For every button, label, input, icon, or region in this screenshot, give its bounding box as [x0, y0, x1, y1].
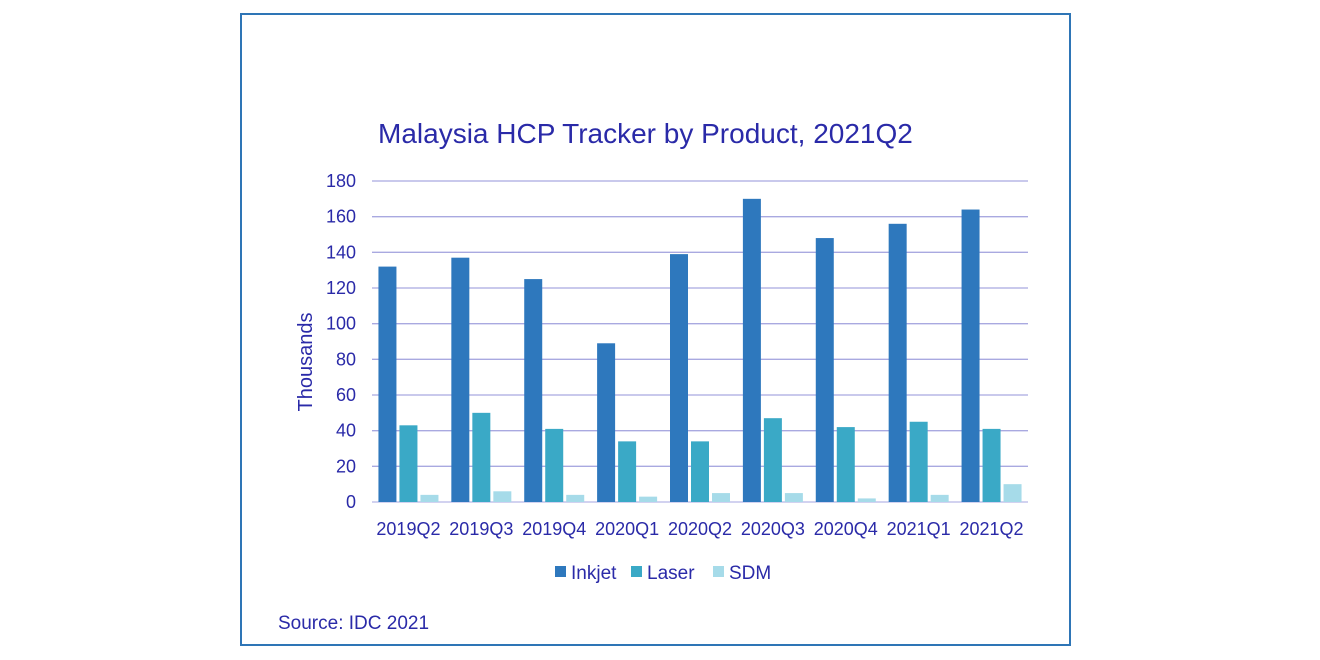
y-tick-label: 140	[326, 242, 356, 262]
x-tick-label: 2019Q4	[522, 519, 586, 539]
bar-laser-2020q3	[763, 418, 782, 502]
x-tick-label: 2020Q1	[595, 519, 659, 539]
legend-label-sdm: SDM	[729, 563, 771, 584]
y-tick-label: 120	[326, 278, 356, 298]
legend-swatch-sdm	[713, 566, 724, 577]
chart-title: Malaysia HCP Tracker by Product, 2021Q2	[378, 118, 913, 149]
y-tick-label: 80	[336, 349, 356, 369]
bar-inkjet-2020q1	[597, 343, 616, 502]
bar-laser-2019q2	[399, 425, 418, 502]
bar-laser-2020q2	[691, 441, 709, 502]
x-tick-label: 2020Q4	[814, 519, 878, 539]
x-tick-label: 2020Q3	[741, 519, 805, 539]
legend-label-laser: Laser	[647, 563, 695, 584]
y-axis-title: Thousands	[295, 313, 317, 412]
bar-sdm-2021q1	[930, 494, 949, 502]
x-tick-label: 2019Q3	[449, 519, 513, 539]
source-note: Source: IDC 2021	[278, 613, 430, 634]
bar-inkjet-2020q3	[742, 198, 761, 503]
legend-swatch-inkjet	[555, 566, 566, 577]
y-tick-label: 0	[346, 492, 356, 512]
bar-sdm-2020q2	[712, 493, 730, 502]
y-tick-label: 60	[336, 385, 356, 405]
bar-inkjet-2019q2	[378, 266, 397, 502]
y-tick-label: 100	[326, 314, 356, 334]
bar-inkjet-2021q2	[961, 209, 980, 503]
x-tick-label: 2021Q2	[960, 519, 1024, 539]
bar-inkjet-2019q4	[524, 279, 543, 502]
legend: Inkjet Laser SDM	[555, 563, 771, 584]
bar-inkjet-2020q2	[670, 254, 688, 502]
bar-laser-2019q3	[472, 412, 491, 502]
bar-sdm-2019q3	[493, 491, 512, 502]
bar-laser-2020q1	[618, 441, 637, 502]
bar-sdm-2021q2	[1003, 484, 1022, 502]
bar-laser-2019q4	[545, 428, 564, 502]
bar-laser-2021q1	[909, 421, 928, 502]
bar-sdm-2019q4	[566, 494, 585, 502]
x-tick-label: 2021Q1	[887, 519, 951, 539]
y-tick-label: 160	[326, 207, 356, 227]
legend-swatch-laser	[631, 566, 642, 577]
bar-inkjet-2020q4	[815, 238, 834, 503]
bar-sdm-2019q2	[420, 494, 439, 502]
bar-inkjet-2019q3	[451, 257, 470, 502]
bar-inkjet-2021q1	[888, 223, 907, 503]
y-tick-label: 40	[336, 421, 356, 441]
bar-laser-2021q2	[982, 428, 1001, 502]
chart-frame	[240, 13, 1071, 646]
y-tick-label: 20	[336, 456, 356, 476]
y-tick-label: 180	[326, 171, 356, 191]
bar-laser-2020q4	[836, 427, 855, 502]
bars	[378, 198, 1022, 503]
bar-sdm-2020q1	[639, 496, 658, 502]
x-tick-label: 2019Q2	[376, 519, 440, 539]
bar-sdm-2020q3	[784, 493, 803, 502]
x-tick-label: 2020Q2	[668, 519, 732, 539]
bar-sdm-2020q4	[857, 498, 876, 502]
x-axis-ticks: 2019Q2 2019Q3 2019Q4 2020Q1 2020Q2 2020Q3 2020…	[376, 519, 1023, 539]
y-axis-ticks: 0 20 40 60 80 100 120 140 160 180	[326, 171, 356, 512]
legend-label-inkjet: Inkjet	[571, 563, 617, 584]
